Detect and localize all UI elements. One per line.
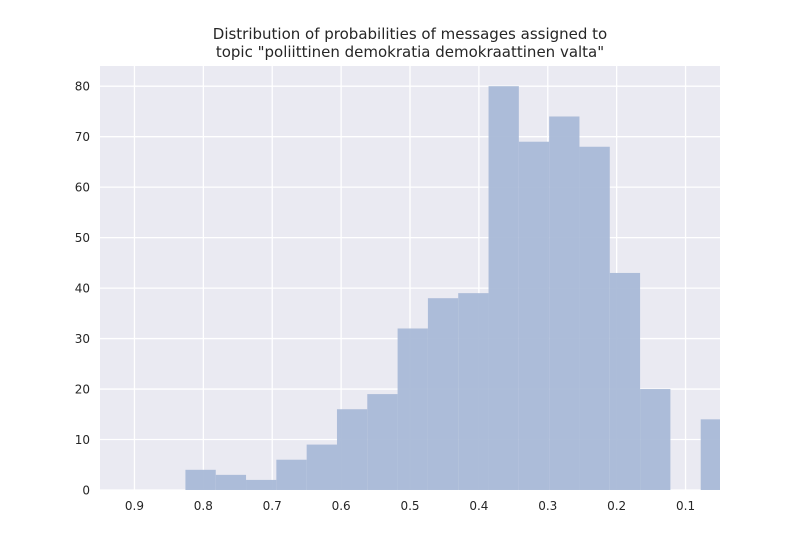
x-axis-ticks: 0.9 0.8 0.7 0.6 0.5 0.4 0.3 0.2 0.1 bbox=[125, 499, 695, 513]
x-tick-label: 0.2 bbox=[607, 499, 626, 513]
x-tick-label: 0.4 bbox=[469, 499, 488, 513]
x-tick-label: 0.1 bbox=[676, 499, 695, 513]
x-tick-label: 0.3 bbox=[538, 499, 557, 513]
x-tick-label: 0.7 bbox=[263, 499, 282, 513]
y-tick-label: 20 bbox=[75, 383, 90, 397]
y-tick-label: 70 bbox=[75, 130, 90, 144]
histogram-bars bbox=[185, 86, 720, 490]
y-axis-ticks: 0 10 20 30 40 50 60 70 80 bbox=[75, 80, 90, 498]
histogram-bar bbox=[700, 419, 720, 490]
histogram-bar bbox=[185, 469, 216, 490]
y-tick-label: 40 bbox=[75, 282, 90, 296]
y-tick-label: 0 bbox=[82, 484, 90, 498]
histogram-bar bbox=[518, 141, 550, 490]
y-tick-label: 80 bbox=[75, 80, 90, 94]
y-tick-label: 60 bbox=[75, 181, 90, 195]
histogram-bar bbox=[397, 328, 428, 490]
histogram-bar bbox=[215, 474, 247, 490]
y-tick-label: 50 bbox=[75, 231, 90, 245]
chart-title-line-2: topic "poliittinen demokratia demokraatt… bbox=[216, 43, 604, 61]
histogram-bar bbox=[458, 293, 489, 490]
histogram-bar bbox=[276, 459, 307, 490]
histogram-bar bbox=[306, 444, 337, 490]
y-tick-label: 30 bbox=[75, 332, 90, 346]
x-tick-label: 0.6 bbox=[332, 499, 351, 513]
histogram-bar bbox=[640, 389, 671, 490]
histogram-bar bbox=[367, 394, 398, 490]
histogram-bar bbox=[579, 146, 610, 490]
histogram-bar bbox=[609, 272, 641, 490]
histogram-bar bbox=[488, 86, 519, 490]
y-tick-label: 10 bbox=[75, 433, 90, 447]
chart-title-line-1: Distribution of probabilities of message… bbox=[213, 25, 607, 43]
histogram-bar bbox=[549, 116, 580, 490]
histogram-bar bbox=[336, 409, 368, 490]
histogram-bar bbox=[246, 479, 277, 490]
x-tick-label: 0.9 bbox=[125, 499, 144, 513]
x-tick-label: 0.5 bbox=[400, 499, 419, 513]
histogram-bar bbox=[427, 298, 459, 490]
x-tick-label: 0.8 bbox=[194, 499, 213, 513]
